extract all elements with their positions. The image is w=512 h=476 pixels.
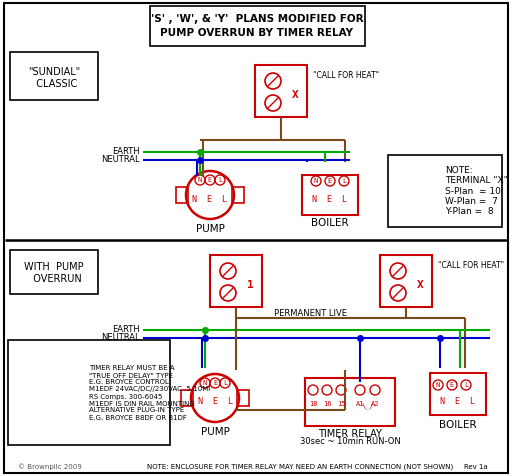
Text: PERMANENT LIVE: PERMANENT LIVE bbox=[273, 308, 347, 317]
Text: 15: 15 bbox=[337, 401, 345, 407]
Bar bbox=[388, 155, 502, 227]
Bar bbox=[10, 52, 98, 100]
Text: L: L bbox=[218, 177, 222, 183]
Text: "CALL FOR HEAT": "CALL FOR HEAT" bbox=[438, 260, 504, 269]
Bar bbox=[232, 187, 244, 203]
Text: N  E  L: N E L bbox=[312, 195, 348, 204]
Text: Rev 1a: Rev 1a bbox=[464, 464, 488, 470]
Bar bbox=[8, 340, 170, 445]
Text: N: N bbox=[314, 178, 318, 184]
Text: N  E  L: N E L bbox=[440, 397, 476, 406]
Text: N: N bbox=[436, 382, 440, 388]
Text: 'S' , 'W', & 'Y'  PLANS MODIFIED FOR: 'S' , 'W', & 'Y' PLANS MODIFIED FOR bbox=[151, 14, 364, 24]
Text: N  E  L: N E L bbox=[193, 195, 227, 204]
Bar bbox=[237, 390, 249, 406]
Text: "SUNDIAL"
  CLASSIC: "SUNDIAL" CLASSIC bbox=[28, 67, 80, 89]
Text: X: X bbox=[292, 90, 298, 100]
Bar bbox=[176, 187, 188, 203]
Text: L: L bbox=[342, 178, 346, 184]
Text: \_/: \_/ bbox=[361, 403, 374, 409]
Text: NEUTRAL: NEUTRAL bbox=[101, 334, 140, 343]
Text: X: X bbox=[417, 280, 423, 290]
Bar bbox=[181, 390, 193, 406]
Text: L: L bbox=[464, 382, 468, 388]
Text: A2: A2 bbox=[371, 401, 379, 407]
Text: PUMP OVERRUN BY TIMER RELAY: PUMP OVERRUN BY TIMER RELAY bbox=[160, 28, 353, 38]
Text: N  E  L: N E L bbox=[198, 397, 232, 407]
Text: BOILER: BOILER bbox=[311, 218, 349, 228]
Text: 16: 16 bbox=[323, 401, 331, 407]
Bar bbox=[150, 6, 365, 46]
Bar bbox=[430, 373, 486, 415]
Text: PUMP: PUMP bbox=[196, 224, 224, 234]
Text: © Brownpilc 2009: © Brownpilc 2009 bbox=[18, 464, 82, 470]
Bar bbox=[210, 255, 262, 307]
Bar bbox=[380, 255, 432, 307]
Text: WITH  PUMP
  OVERRUN: WITH PUMP OVERRUN bbox=[24, 262, 84, 284]
Text: N: N bbox=[203, 380, 207, 386]
Text: E: E bbox=[208, 177, 212, 183]
Text: 18: 18 bbox=[309, 401, 317, 407]
Text: N: N bbox=[198, 177, 202, 183]
Text: EARTH: EARTH bbox=[112, 148, 140, 157]
Text: E: E bbox=[450, 382, 454, 388]
Bar bbox=[305, 378, 395, 426]
Bar bbox=[10, 250, 98, 294]
Text: NOTE: ENCLOSURE FOR TIMER RELAY MAY NEED AN EARTH CONNECTION (NOT SHOWN): NOTE: ENCLOSURE FOR TIMER RELAY MAY NEED… bbox=[147, 464, 453, 470]
Text: L: L bbox=[223, 380, 227, 386]
Bar bbox=[255, 65, 307, 117]
Bar bbox=[302, 175, 358, 215]
Text: BOILER: BOILER bbox=[439, 420, 477, 430]
Text: TIMER RELAY: TIMER RELAY bbox=[318, 429, 382, 439]
Text: 1: 1 bbox=[247, 280, 253, 290]
Text: E: E bbox=[328, 178, 332, 184]
Text: NEUTRAL: NEUTRAL bbox=[101, 156, 140, 165]
Text: EARTH: EARTH bbox=[112, 326, 140, 335]
Text: PUMP: PUMP bbox=[201, 427, 229, 437]
Text: E: E bbox=[213, 380, 217, 386]
Text: A1: A1 bbox=[356, 401, 364, 407]
Text: "CALL FOR HEAT": "CALL FOR HEAT" bbox=[313, 70, 379, 79]
Text: NOTE:
TERMINAL "X"
S-Plan  = 10
W-Plan =  7
Y-Plan =  8: NOTE: TERMINAL "X" S-Plan = 10 W-Plan = … bbox=[445, 166, 508, 216]
Text: TIMER RELAY MUST BE A
"TRUE OFF DELAY" TYPE
E.G. BROYCE CONTROL
M1EDF 24VAC/DC//: TIMER RELAY MUST BE A "TRUE OFF DELAY" T… bbox=[89, 366, 210, 420]
Text: 30sec ~ 10min RUN-ON: 30sec ~ 10min RUN-ON bbox=[300, 437, 400, 446]
